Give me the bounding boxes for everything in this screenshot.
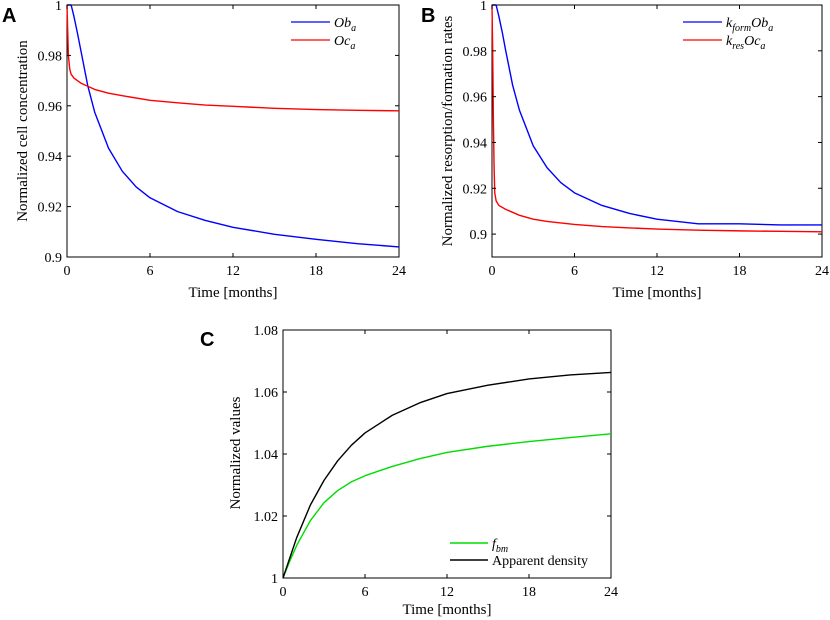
legend-res-k: k — [726, 34, 733, 49]
panel-c: C 0 6 12 18 24 1 1.02 1.04 1.06 1.08 Time [month… — [200, 324, 618, 618]
panel-a-x-tick-label: 18 — [309, 264, 323, 279]
panel-b-y-axis-label: Normalized resorption/formation rates — [440, 15, 456, 246]
panel-c-x-tick-label: 0 — [280, 585, 287, 600]
panel-c-y-tick-label: 1.02 — [254, 510, 279, 525]
panel-c-x-tick-label: 12 — [440, 585, 454, 600]
panel-b-x-ticks: 0 6 12 18 24 — [489, 5, 829, 279]
panel-a-y-tick-label: 1 — [55, 0, 62, 14]
panel-c-x-ticks: 0 6 12 18 24 — [280, 330, 618, 600]
panel-a-label: A — [2, 5, 16, 27]
panel-b-label: B — [421, 5, 435, 27]
panel-a-x-tick-label: 0 — [64, 264, 71, 279]
panel-a-x-tick-label: 12 — [226, 264, 240, 279]
panel-a-x-axis-label: Time [months] — [188, 285, 277, 301]
panel-c-y-tick-label: 1.06 — [254, 386, 279, 401]
panel-a-curves — [66, 4, 400, 248]
legend-form-sub: a — [768, 23, 773, 34]
panel-b-y-tick-label: 0.92 — [463, 182, 488, 197]
panel-b-series-0-line — [492, 4, 822, 226]
panel-c-axes-box — [282, 329, 612, 579]
panel-a-x-tick-label: 6 — [147, 264, 154, 279]
legend-res-main: Oc — [744, 34, 761, 49]
panel-a-y-tick-label: 0.98 — [38, 49, 63, 64]
legend-res-ksub: res — [732, 41, 744, 52]
panel-b-y-tick-label: 1 — [480, 0, 487, 14]
panel-c-x-tick-label: 6 — [362, 585, 369, 600]
panel-a-y-axis-label: Normalized cell concentration — [15, 40, 31, 222]
legend-res-sub: a — [760, 41, 765, 52]
panel-a-series-1-line — [66, 4, 400, 112]
panel-c-x-tick-label: 24 — [604, 585, 618, 600]
panel-c-legend-fbm: fbm — [492, 537, 508, 555]
panel-b-x-tick-label: 24 — [815, 264, 829, 279]
panel-c-x-axis-label: Time [months] — [402, 602, 491, 618]
panel-c-label: C — [200, 329, 214, 351]
panel-a: A 0 6 12 18 24 0.9 0.92 0.94 0.96 0.98 1 Time [mo… — [2, 0, 406, 301]
panel-b-y-ticks: 0.9 0.92 0.94 0.96 0.98 1 — [463, 0, 822, 243]
panel-a-y-ticks: 0.9 0.92 0.94 0.96 0.98 1 — [38, 0, 399, 266]
panel-b-y-tick-label: 0.98 — [463, 45, 488, 60]
panel-c-y-ticks: 1 1.02 1.04 1.06 1.08 — [254, 324, 611, 587]
panel-a-legend-oc: Oca — [334, 34, 355, 52]
panel-b-y-tick-label: 0.9 — [470, 228, 488, 243]
panel-c-y-axis-label: Normalized values — [228, 396, 244, 509]
panel-b-x-axis-label: Time [months] — [612, 285, 701, 301]
legend-ob-sub: a — [351, 23, 356, 34]
panel-a-y-tick-label: 0.9 — [45, 251, 63, 266]
legend-oc-main: Oc — [334, 34, 351, 49]
panel-a-y-tick-label: 0.94 — [38, 150, 63, 165]
legend-fbm-main: f — [492, 537, 498, 552]
panel-c-y-tick-label: 1.08 — [254, 324, 279, 339]
legend-form-ksub: form — [732, 23, 751, 34]
panel-c-x-tick-label: 18 — [522, 585, 536, 600]
panel-a-legend: Oba Oca — [291, 11, 394, 52]
panel-c-series-1-line — [282, 371, 612, 579]
panel-a-legend-box — [331, 11, 394, 50]
panel-c-y-tick-label: 1.04 — [254, 448, 279, 463]
panel-a-x-tick-label: 24 — [392, 264, 406, 279]
legend-fbm-sub: bm — [496, 544, 508, 555]
panel-a-y-tick-label: 0.96 — [38, 100, 63, 115]
panel-b-x-tick-label: 0 — [489, 264, 496, 279]
panel-a-series-0-line — [67, 4, 400, 248]
panel-b-y-tick-label: 0.94 — [463, 136, 488, 151]
panel-c-series-0-line — [282, 433, 612, 579]
legend-oc-sub: a — [350, 41, 355, 52]
panel-c-legend-density: Apparent density — [492, 554, 588, 569]
panel-b-legend: kformOba kresOca — [683, 16, 773, 52]
panel-c-legend: fbm Apparent density — [450, 537, 588, 569]
panel-a-legend-ob: Oba — [334, 16, 356, 34]
panel-c-y-tick-label: 1 — [271, 572, 278, 587]
panel-b-curves — [491, 4, 823, 233]
panel-b-legend-form: kformOba — [726, 16, 773, 34]
legend-form-k: k — [726, 16, 733, 31]
panel-b-x-tick-label: 6 — [571, 264, 578, 279]
panel-b-legend-res: kresOca — [726, 34, 765, 52]
panel-b-x-tick-label: 18 — [733, 264, 747, 279]
panel-b-x-tick-label: 12 — [650, 264, 664, 279]
panel-a-y-tick-label: 0.92 — [38, 201, 63, 216]
legend-form-main: Ob — [751, 16, 768, 31]
legend-ob-main: Ob — [334, 16, 351, 31]
panel-b-series-1-line — [491, 4, 823, 233]
panel-b: B 0 6 12 18 24 0.9 0.92 0.94 0.96 0.98 1 Time [mo… — [421, 0, 829, 301]
panel-c-curves — [282, 371, 612, 579]
panel-b-y-tick-label: 0.96 — [463, 91, 488, 106]
panel-a-x-ticks: 0 6 12 18 24 — [64, 5, 406, 279]
